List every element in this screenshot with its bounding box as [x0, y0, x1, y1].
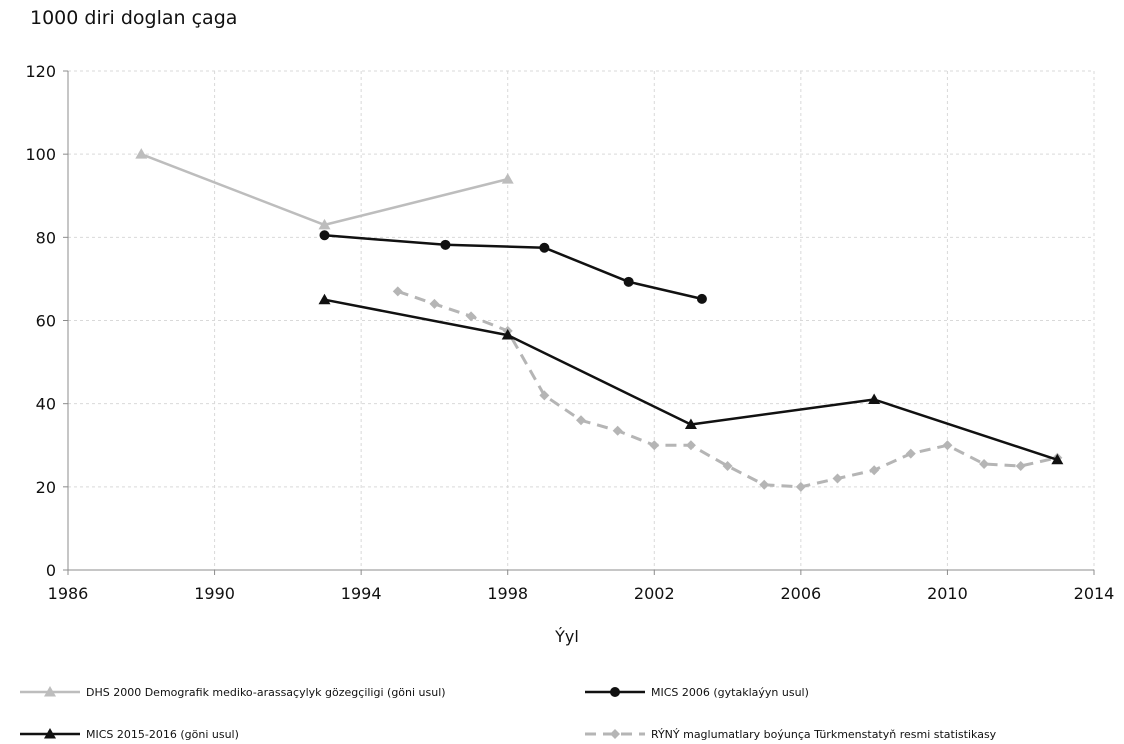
series-2	[319, 230, 707, 304]
data-point	[135, 148, 148, 159]
legend-item: MICS 2006 (gytaklaýyn usul)	[585, 686, 809, 699]
data-point	[722, 461, 733, 472]
x-tick-label: 1990	[194, 584, 235, 603]
data-point	[501, 329, 514, 340]
data-point	[868, 393, 881, 405]
data-point	[466, 311, 477, 322]
axes	[63, 70, 1095, 575]
y-tick-label: 60	[36, 312, 56, 331]
x-tick-label: 2010	[927, 584, 968, 603]
data-point	[319, 230, 330, 241]
series-4	[392, 286, 1063, 492]
data-point	[979, 458, 990, 469]
data-point	[759, 479, 770, 490]
x-axis-label: Ýyl	[554, 627, 579, 646]
tick-labels: 0 20 40 60 80 100 120 1986 1990 1994 1998 2002 2006 2…	[25, 62, 1114, 603]
legend-swatch-marker	[44, 686, 56, 697]
data-point	[576, 415, 586, 426]
data-point	[905, 448, 916, 459]
y-tick-label: 80	[36, 228, 56, 247]
y-tick-label: 120	[25, 62, 56, 81]
data-point	[649, 440, 660, 451]
x-tick-label: 2002	[634, 584, 675, 603]
y-tick-label: 20	[36, 478, 56, 497]
series-line	[324, 234, 703, 301]
data-point	[392, 286, 403, 297]
data-point	[696, 293, 707, 304]
data-point	[1051, 453, 1064, 465]
data-point	[318, 218, 331, 230]
data-point	[623, 276, 634, 287]
x-tick-label: 1994	[341, 584, 382, 603]
y-tick-label: 100	[25, 145, 56, 164]
legend-item: RÝNÝ maglumatlary boýunça Türkmenstatyň …	[585, 728, 997, 741]
data-point	[684, 418, 697, 429]
data-point	[429, 298, 440, 309]
data-point	[612, 425, 623, 436]
legend-label: DHS 2000 Demografik mediko-arassaçylyk g…	[86, 686, 446, 699]
series	[135, 148, 1064, 492]
data-point	[869, 465, 880, 476]
legend-label: MICS 2015-2016 (göni usul)	[86, 728, 239, 741]
legend-item: MICS 2015-2016 (göni usul)	[20, 728, 239, 741]
data-point	[832, 473, 843, 484]
data-point	[501, 173, 514, 184]
data-point	[1015, 461, 1026, 472]
legend-label: MICS 2006 (gytaklaýyn usul)	[651, 686, 809, 699]
legend: DHS 2000 Demografik mediko-arassaçylyk g…	[20, 686, 997, 741]
data-point	[539, 390, 550, 401]
legend-item: DHS 2000 Demografik mediko-arassaçylyk g…	[20, 686, 446, 699]
data-point	[318, 293, 331, 305]
data-point	[942, 440, 953, 451]
grid-lines	[68, 70, 1095, 570]
data-point	[440, 239, 451, 250]
data-point	[685, 440, 696, 451]
series-3	[318, 293, 1064, 465]
x-tick-label: 2014	[1074, 584, 1115, 603]
x-tick-label: 1986	[48, 584, 89, 603]
legend-label: RÝNÝ maglumatlary boýunça Türkmenstatyň …	[651, 728, 997, 741]
legend-swatch-marker	[610, 687, 620, 697]
series-line	[140, 153, 509, 227]
data-point	[795, 481, 806, 492]
legend-swatch-marker	[610, 729, 620, 739]
chart-title: 1000 diri doglan çaga	[30, 7, 237, 29]
y-tick-label: 40	[36, 395, 56, 414]
data-point	[539, 242, 550, 253]
x-tick-label: 2006	[780, 584, 821, 603]
x-tick-label: 1998	[487, 584, 528, 603]
series-1	[135, 148, 514, 230]
legend-swatch-marker	[44, 728, 56, 739]
y-tick-label: 0	[46, 561, 56, 580]
